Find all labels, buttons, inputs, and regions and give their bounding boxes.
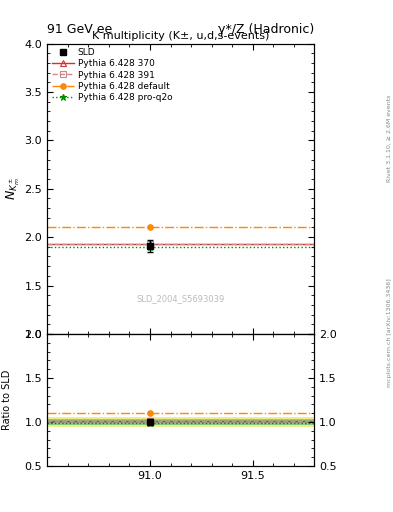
Y-axis label: Ratio to SLD: Ratio to SLD xyxy=(2,370,13,430)
Legend: SLD, Pythia 6.428 370, Pythia 6.428 391, Pythia 6.428 default, Pythia 6.428 pro-: SLD, Pythia 6.428 370, Pythia 6.428 391,… xyxy=(50,46,174,104)
Text: Rivet 3.1.10, ≥ 2.6M events: Rivet 3.1.10, ≥ 2.6M events xyxy=(387,95,391,182)
Text: mcplots.cern.ch [arXiv:1306.3436]: mcplots.cern.ch [arXiv:1306.3436] xyxy=(387,279,391,387)
Text: γ*/Z (Hadronic): γ*/Z (Hadronic) xyxy=(218,23,314,36)
Text: SLD_2004_S5693039: SLD_2004_S5693039 xyxy=(137,294,225,304)
Text: 91 GeV ee: 91 GeV ee xyxy=(47,23,112,36)
Y-axis label: $N_{K^\pm_m}$: $N_{K^\pm_m}$ xyxy=(4,177,22,200)
Title: K multiplicity (K±, u,d,s-events): K multiplicity (K±, u,d,s-events) xyxy=(92,31,270,41)
